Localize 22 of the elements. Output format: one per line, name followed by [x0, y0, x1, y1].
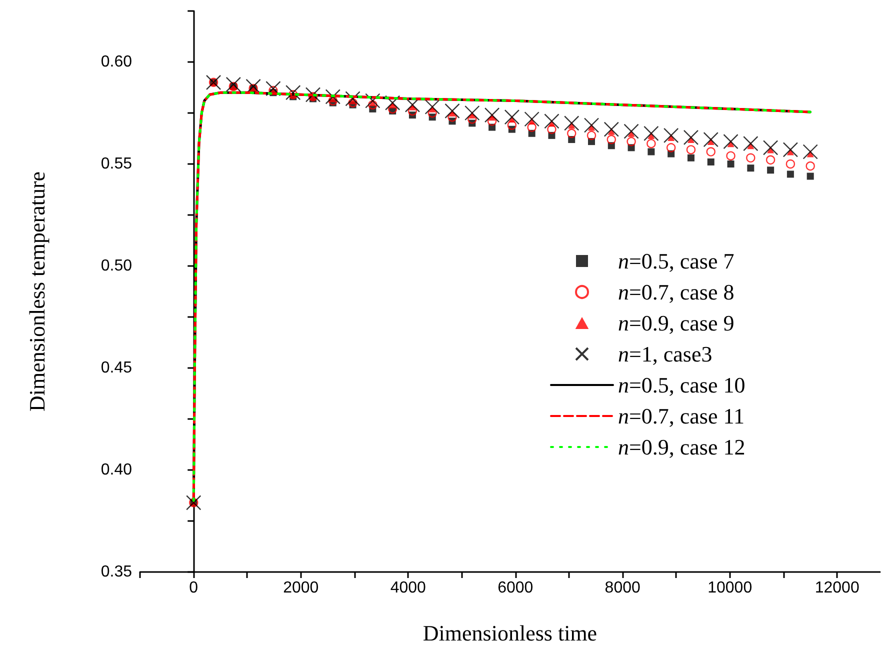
legend-label: n=0.9, case 9: [618, 310, 734, 336]
legend-label: n=0.9, case 12: [618, 434, 746, 460]
x-tick-label: 0: [189, 580, 198, 596]
y-tick-label: 0.35: [100, 564, 132, 580]
x-tick-label: 8000: [604, 580, 641, 596]
y-tick-label: 0.40: [100, 462, 132, 478]
legend-label: n=0.5, case 7: [618, 248, 734, 274]
x-tick-label: 10000: [708, 580, 752, 596]
y-tick-label: 0.50: [100, 258, 132, 274]
x-axis-title: Dimensionless time: [422, 620, 598, 646]
legend-label: n=1, case3: [618, 342, 712, 366]
x-tick-label: 12000: [814, 580, 860, 596]
y-tick-label: 0.55: [100, 156, 132, 172]
x-tick-label: 6000: [498, 580, 534, 596]
legend-label: n=0.7, case 11: [618, 404, 744, 428]
legend-label: n=0.5, case 10: [618, 372, 746, 398]
x-tick-label: 2000: [283, 580, 319, 596]
y-axis-title: Dimensionless temperature: [24, 171, 50, 412]
y-tick-label: 0.60: [100, 54, 132, 70]
legend-label: n=0.7, case 8: [618, 280, 734, 304]
x-tick-label: 4000: [390, 580, 426, 596]
y-tick-label: 0.45: [100, 360, 132, 376]
